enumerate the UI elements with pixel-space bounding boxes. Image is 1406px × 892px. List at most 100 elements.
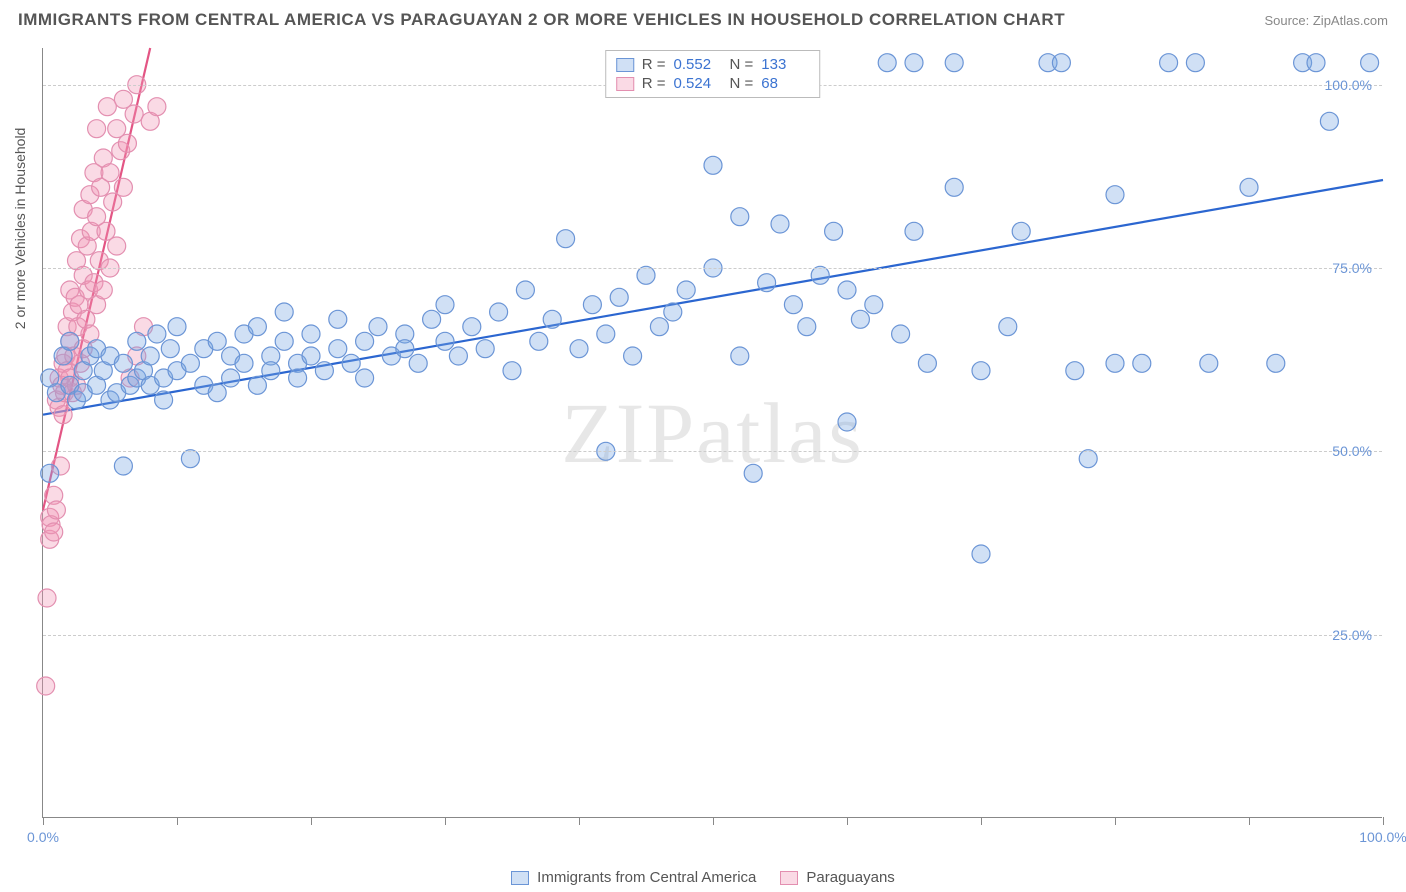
x-tick [1249,817,1250,825]
legend-stats-row: R = 0.524 N = 68 [616,74,810,93]
legend-bottom: Immigrants from Central America Paraguay… [0,869,1406,886]
x-tick [847,817,848,825]
data-point [838,281,856,299]
data-point [583,296,601,314]
data-point [118,134,136,152]
data-point [114,354,132,372]
data-point [248,318,266,336]
gridline [43,635,1382,636]
data-point [825,222,843,240]
gridline [43,268,1382,269]
x-tick [1383,817,1384,825]
data-point [851,310,869,328]
data-point [1186,54,1204,72]
data-point [1133,354,1151,372]
data-point [610,288,628,306]
data-point [108,237,126,255]
data-point [570,340,588,358]
data-point [543,310,561,328]
legend-swatch-icon [616,58,634,72]
data-point [289,369,307,387]
data-point [624,347,642,365]
legend-swatch-icon [511,871,529,885]
data-point [530,332,548,350]
data-point [1106,354,1124,372]
data-point [1361,54,1379,72]
data-point [275,303,293,321]
data-point [1307,54,1325,72]
gridline [43,451,1382,452]
x-tick [445,817,446,825]
data-point [972,545,990,563]
data-point [784,296,802,314]
legend-item: Paraguayans [780,869,894,886]
data-point [597,325,615,343]
data-point [677,281,695,299]
y-axis-label: 2 or more Vehicles in Household [12,128,28,330]
data-point [1066,362,1084,380]
legend-label: Paraguayans [806,869,894,886]
data-point [329,340,347,358]
data-point [650,318,668,336]
chart-title: IMMIGRANTS FROM CENTRAL AMERICA VS PARAG… [18,10,1065,30]
data-point [1012,222,1030,240]
data-point [557,230,575,248]
data-point [222,369,240,387]
data-point [892,325,910,343]
data-point [168,318,186,336]
source-attribution: Source: ZipAtlas.com [1264,13,1388,28]
data-point [125,105,143,123]
data-point [315,362,333,380]
legend-swatch-icon [780,871,798,885]
data-point [838,413,856,431]
data-point [1267,354,1285,372]
data-point [463,318,481,336]
data-point [918,354,936,372]
data-point [744,464,762,482]
data-point [637,266,655,284]
data-point [302,325,320,343]
legend-stats-row: R = 0.552 N = 133 [616,55,810,74]
x-tick [579,817,580,825]
x-tick [177,817,178,825]
data-point [88,120,106,138]
x-tick-label: 100.0% [1359,829,1406,845]
data-point [436,296,454,314]
data-point [248,376,266,394]
data-point [490,303,508,321]
data-point [329,310,347,328]
data-point [1200,354,1218,372]
data-point [275,332,293,350]
data-point [45,523,63,541]
legend-item: Immigrants from Central America [511,869,756,886]
data-point [905,222,923,240]
data-point [41,464,59,482]
data-point [1079,450,1097,468]
legend-swatch-icon [616,77,634,91]
data-point [148,325,166,343]
data-point [128,332,146,350]
y-tick-label: 25.0% [1332,627,1372,643]
data-point [114,457,132,475]
trend-line [43,180,1383,415]
plot-area: ZIPatlas R = 0.552 N = 133 R = 0.524 N =… [42,48,1382,818]
x-tick-label: 0.0% [27,829,59,845]
data-point [98,98,116,116]
data-point [94,281,112,299]
data-point [999,318,1017,336]
x-tick [311,817,312,825]
data-point [1106,186,1124,204]
x-tick [981,817,982,825]
data-point [945,54,963,72]
data-point [101,164,119,182]
data-point [38,589,56,607]
data-point [664,303,682,321]
x-tick [1115,817,1116,825]
data-point [161,340,179,358]
data-point [208,384,226,402]
data-point [731,347,749,365]
data-point [798,318,816,336]
data-point [476,340,494,358]
data-point [369,318,387,336]
data-point [865,296,883,314]
